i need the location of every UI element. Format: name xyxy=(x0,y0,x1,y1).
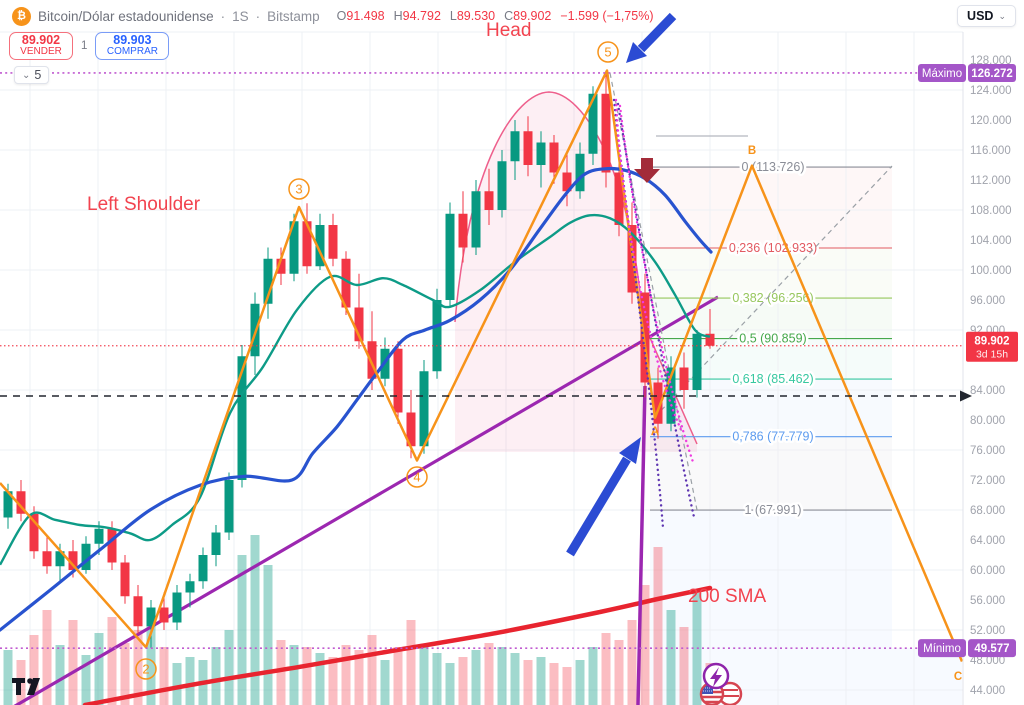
currency-label: USD xyxy=(967,9,994,23)
svg-text:1 (67.991): 1 (67.991) xyxy=(745,503,802,517)
sma200-annotation[interactable]: 200 SMA xyxy=(688,586,767,607)
close-value: 89.902 xyxy=(513,9,552,23)
price-axis[interactable]: 128.000124.000120.000116.000112.000108.0… xyxy=(960,32,1024,705)
svg-text:2: 2 xyxy=(142,662,149,677)
svg-text:0,236 (102.933): 0,236 (102.933) xyxy=(729,241,817,255)
left-shoulder-annotation[interactable]: Left Shoulder xyxy=(87,194,201,215)
price-lines xyxy=(0,72,966,649)
svg-text:C: C xyxy=(954,671,962,683)
tradingview-logo[interactable] xyxy=(12,678,40,695)
fib-retracement[interactable]: 0 (113.726) 0,236 (102.933) 0,382 (96.256)… xyxy=(609,72,893,520)
svg-text:5: 5 xyxy=(604,45,611,60)
low-value: 89.530 xyxy=(456,9,496,23)
svg-text:84.000: 84.000 xyxy=(970,385,1005,397)
indicator-count: 5 xyxy=(34,68,42,82)
elliott-wave-drawing[interactable]: 2 3 4 5 A B C xyxy=(0,41,964,683)
buy-button[interactable]: 89.903 COMPRAR xyxy=(95,32,170,60)
event-icons[interactable] xyxy=(699,662,743,705)
svg-text:4: 4 xyxy=(413,470,420,485)
forecast-dotted-lines[interactable] xyxy=(612,98,696,530)
svg-text:44.000: 44.000 xyxy=(970,685,1005,697)
ohlc-values: O91.498 H94.792 L89.530 C89.902 −1.599 (… xyxy=(337,9,654,23)
annotation-arrows[interactable] xyxy=(566,12,677,557)
svg-text:64.000: 64.000 xyxy=(970,535,1005,547)
svg-text:126.272: 126.272 xyxy=(971,68,1013,80)
bitcoin-icon: ₿ xyxy=(12,6,31,26)
svg-text:100.000: 100.000 xyxy=(970,265,1012,277)
low-label: L xyxy=(449,9,457,23)
svg-text:0 (113.726): 0 (113.726) xyxy=(741,160,804,174)
timeframe-label[interactable]: 1S xyxy=(232,8,249,24)
indicators-collapse-chip[interactable]: ⌄ 5 xyxy=(14,66,50,84)
separator-dot: · xyxy=(220,8,226,24)
svg-text:52.000: 52.000 xyxy=(970,625,1005,637)
buy-label: COMPRAR xyxy=(106,46,158,58)
svg-text:0,382 (96.256): 0,382 (96.256) xyxy=(732,291,813,305)
currency-selector[interactable]: USD ⌄ xyxy=(957,5,1016,27)
svg-text:120.000: 120.000 xyxy=(970,115,1012,127)
svg-text:124.000: 124.000 xyxy=(970,85,1012,97)
svg-text:108.000: 108.000 xyxy=(970,205,1012,217)
svg-text:104.000: 104.000 xyxy=(970,235,1012,247)
sell-label: VENDER xyxy=(20,46,62,58)
head-annotation[interactable]: Head xyxy=(486,20,532,41)
svg-text:Mínimo: Mínimo xyxy=(923,643,961,655)
trade-panel: 89.902 VENDER 1 89.903 COMPRAR xyxy=(9,32,170,60)
buy-price: 89.903 xyxy=(113,32,152,47)
svg-text:112.000: 112.000 xyxy=(970,175,1011,187)
svg-text:3: 3 xyxy=(295,182,302,197)
svg-text:80.000: 80.000 xyxy=(970,415,1005,427)
purple-trendline[interactable] xyxy=(0,295,719,705)
exchange-label[interactable]: Bitstamp xyxy=(267,8,320,24)
svg-text:Máximo: Máximo xyxy=(922,68,962,80)
svg-text:B: B xyxy=(748,145,756,157)
svg-text:0,786 (77.779): 0,786 (77.779) xyxy=(732,430,813,444)
separator-dot: · xyxy=(255,8,261,24)
svg-text:56.000: 56.000 xyxy=(970,595,1005,607)
svg-text:48.000: 48.000 xyxy=(970,655,1005,667)
svg-text:72.000: 72.000 xyxy=(970,475,1005,487)
svg-text:49.577: 49.577 xyxy=(974,643,1009,655)
high-value: 94.792 xyxy=(402,9,441,23)
svg-text:116.000: 116.000 xyxy=(970,145,1011,157)
svg-text:89.902: 89.902 xyxy=(974,336,1009,348)
svg-text:60.000: 60.000 xyxy=(970,565,1005,577)
chevron-down-icon: ⌄ xyxy=(22,69,31,81)
svg-text:3d 15h: 3d 15h xyxy=(976,349,1008,361)
svg-text:96.000: 96.000 xyxy=(970,295,1005,307)
change-value: −1.599 (−1,75%) xyxy=(560,9,654,23)
sell-button[interactable]: 89.902 VENDER xyxy=(9,32,73,60)
svg-text:A: A xyxy=(651,426,659,438)
svg-text:0,618 (85.462): 0,618 (85.462) xyxy=(732,372,813,386)
high-label: H xyxy=(393,9,403,23)
open-label: O xyxy=(336,9,347,23)
quantity-field[interactable]: 1 xyxy=(76,39,93,53)
open-value: 91.498 xyxy=(346,9,385,23)
volume-bars xyxy=(3,535,715,705)
sell-price: 89.902 xyxy=(21,32,61,47)
chevron-down-icon: ⌄ xyxy=(998,10,1006,21)
top-toolbar: ₿ Bitcoin/Dólar estadounidense · 1S · Bi… xyxy=(0,0,1024,32)
close-label: C xyxy=(504,9,514,23)
svg-text:0,5 (90.859): 0,5 (90.859) xyxy=(739,332,806,346)
svg-text:68.000: 68.000 xyxy=(970,505,1005,517)
symbol-title[interactable]: Bitcoin/Dólar estadounidense xyxy=(38,8,214,24)
svg-text:76.000: 76.000 xyxy=(970,445,1005,457)
